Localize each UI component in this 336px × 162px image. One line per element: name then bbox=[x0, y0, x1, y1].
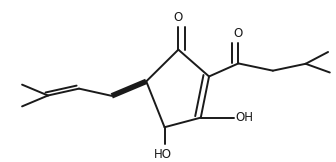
Text: O: O bbox=[234, 27, 243, 40]
Text: O: O bbox=[174, 11, 183, 24]
Text: HO: HO bbox=[154, 148, 172, 161]
Text: OH: OH bbox=[235, 111, 253, 124]
